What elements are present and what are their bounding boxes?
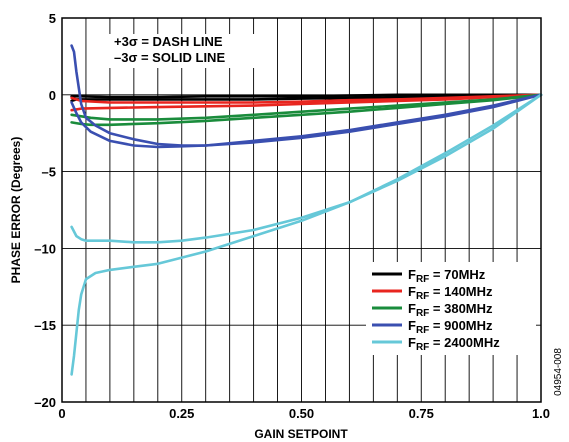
y-tick-label: –5 xyxy=(42,165,56,180)
y-tick-label: –15 xyxy=(34,318,56,333)
legend-label: FRF = 140MHz xyxy=(408,284,493,302)
x-tick-label: 0.75 xyxy=(409,406,434,421)
annotation-dash: +3σ = DASH LINE xyxy=(114,34,223,49)
figure-id: 04954-008 xyxy=(553,348,564,396)
plot-frame xyxy=(61,17,542,403)
series-0-curve-0 xyxy=(70,93,543,99)
x-tick-label: 0.50 xyxy=(289,406,314,421)
x-tick-label: 0.25 xyxy=(169,406,194,421)
x-tick-label: 0 xyxy=(58,406,65,421)
series-4-curve-1 xyxy=(70,93,543,376)
series-4-curve-0 xyxy=(70,93,543,244)
series-1-curve-0 xyxy=(70,93,543,104)
series-2-curve-0 xyxy=(70,93,543,121)
annotation-box: +3σ = DASH LINE –3σ = SOLID LINE xyxy=(107,34,265,68)
x-axis-title: GAIN SETPOINT xyxy=(254,427,348,441)
x-tick-label: 1.0 xyxy=(532,406,550,421)
legend-label: FRF = 380MHz xyxy=(408,301,493,319)
y-tick-label: –20 xyxy=(34,395,56,410)
legend-label: FRF = 2400MHz xyxy=(408,335,500,353)
series-curves xyxy=(70,44,543,376)
axis-ticks: 0 0.25 0.50 0.75 1.0 5 0 –5 –10 –15 –20 xyxy=(34,11,550,421)
series-0-curve-1 xyxy=(70,93,543,103)
series-3-curve-0 xyxy=(70,44,543,147)
y-tick-label: 5 xyxy=(49,11,56,26)
legend-label: FRF = 900MHz xyxy=(408,318,493,336)
series-3-curve-1 xyxy=(70,93,543,149)
legend-label: FRF = 70MHz xyxy=(408,267,486,285)
series-2-curve-1 xyxy=(70,93,543,127)
annotation-solid: –3σ = SOLID LINE xyxy=(114,50,225,65)
series-1-curve-1 xyxy=(70,93,543,112)
y-tick-label: 0 xyxy=(49,88,56,103)
annotation-box-bg xyxy=(107,34,265,68)
y-axis-title: PHASE ERROR (Degrees) xyxy=(9,137,23,284)
y-tick-label: –10 xyxy=(34,241,56,256)
